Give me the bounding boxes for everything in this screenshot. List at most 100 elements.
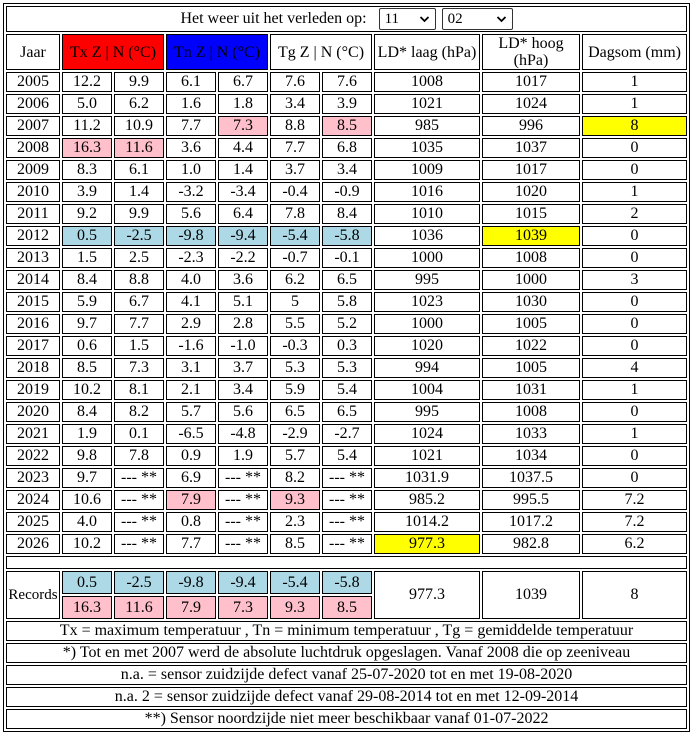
value-cell: 1030 bbox=[482, 292, 580, 312]
value-cell: 1010 bbox=[374, 204, 480, 224]
value-cell: 0 bbox=[582, 248, 688, 268]
record-warm-cell: 8.5 bbox=[322, 596, 372, 619]
year-row: 2026 10.2 --- ** 7.7 --- ** 8.5 --- ** 977.3 982… bbox=[6, 534, 688, 554]
column-header-row: Jaar Tx Z | N (°C) Tn Z | N (°C) Tg Z | … bbox=[6, 34, 688, 70]
value-cell: 0 bbox=[582, 292, 688, 312]
value-cell: 8 bbox=[582, 116, 688, 136]
title-row: Het weer uit het verleden op: 11 02 bbox=[6, 6, 688, 32]
records-label: Records bbox=[6, 571, 60, 619]
year-row: 2005 12.2 9.9 6.1 6.7 7.6 7.6 1008 1017 1 bbox=[6, 72, 688, 92]
value-cell: 995 bbox=[374, 402, 480, 422]
record-cold-cell: -2.5 bbox=[114, 571, 164, 594]
value-cell: 16.3 bbox=[62, 138, 112, 158]
value-cell: -2.7 bbox=[322, 424, 372, 444]
record-cold-cell: -5.4 bbox=[270, 571, 320, 594]
value-cell: 7.9 bbox=[166, 490, 216, 510]
value-cell: 11.6 bbox=[114, 138, 164, 158]
value-cell: 6.5 bbox=[322, 402, 372, 422]
year-row: 2006 5.0 6.2 1.6 1.8 3.4 3.9 1021 1024 1 bbox=[6, 94, 688, 114]
footnote-legend: Tx = maximum temperatuur , Tn = minimum … bbox=[6, 621, 688, 641]
record-ld-laag: 977.3 bbox=[374, 571, 480, 619]
col-header-tn: Tn Z | N (°C) bbox=[166, 34, 268, 70]
value-cell: 8.2 bbox=[114, 402, 164, 422]
record-cold-cell: -9.8 bbox=[166, 571, 216, 594]
year-cell: 2006 bbox=[6, 94, 60, 114]
value-cell: 1.6 bbox=[166, 94, 216, 114]
value-cell: 0 bbox=[582, 402, 688, 422]
day-select[interactable]: 02 bbox=[441, 8, 513, 30]
year-cell: 2025 bbox=[6, 512, 60, 532]
footnote-row: **) Sensor noordzijde niet meer beschikb… bbox=[6, 709, 688, 729]
page-title: Het weer uit het verleden op: bbox=[180, 10, 367, 27]
value-cell: 6.4 bbox=[218, 204, 268, 224]
records-row-warm: 16.3 11.6 7.9 7.3 9.3 8.5 bbox=[6, 596, 687, 619]
col-header-tx: Tx Z | N (°C) bbox=[62, 34, 164, 70]
value-cell: 7.7 bbox=[166, 534, 216, 554]
value-cell: --- ** bbox=[322, 490, 372, 510]
value-cell: 3.9 bbox=[62, 182, 112, 202]
value-cell: --- ** bbox=[218, 512, 268, 532]
value-cell: 1008 bbox=[482, 402, 580, 422]
year-cell: 2015 bbox=[6, 292, 60, 312]
value-cell: 7.3 bbox=[114, 358, 164, 378]
value-cell: --- ** bbox=[218, 534, 268, 554]
year-row: 2016 9.7 7.7 2.9 2.8 5.5 5.2 1000 1005 0 bbox=[6, 314, 688, 334]
value-cell: 7.2 bbox=[582, 512, 688, 532]
value-cell: 1015 bbox=[482, 204, 580, 224]
value-cell: 1008 bbox=[482, 248, 580, 268]
spacer-row bbox=[6, 556, 688, 569]
record-cold-cell: -9.4 bbox=[218, 571, 268, 594]
value-cell: 7.3 bbox=[218, 116, 268, 136]
value-cell: 2.9 bbox=[166, 314, 216, 334]
year-cell: 2007 bbox=[6, 116, 60, 136]
value-cell: 1035 bbox=[374, 138, 480, 158]
value-cell: 1022 bbox=[482, 336, 580, 356]
value-cell: 6.2 bbox=[582, 534, 688, 554]
value-cell: 10.2 bbox=[62, 534, 112, 554]
day-select-wrap: 02 bbox=[441, 8, 513, 30]
footnote-row: *) Tot en met 2007 werd de absolute luch… bbox=[6, 643, 688, 663]
value-cell: 985 bbox=[374, 116, 480, 136]
value-cell: 4 bbox=[582, 358, 688, 378]
value-cell: 5.4 bbox=[322, 380, 372, 400]
year-cell: 2018 bbox=[6, 358, 60, 378]
value-cell: 9.7 bbox=[62, 314, 112, 334]
month-select[interactable]: 11 bbox=[378, 8, 436, 30]
year-cell: 2016 bbox=[6, 314, 60, 334]
col-header-ld-laag: LD* laag (hPa) bbox=[374, 34, 480, 70]
value-cell: 1014.2 bbox=[374, 512, 480, 532]
year-row: 2007 11.2 10.9 7.7 7.3 8.8 8.5 985 996 8 bbox=[6, 116, 688, 136]
value-cell: 0.9 bbox=[166, 446, 216, 466]
value-cell: 1.5 bbox=[62, 248, 112, 268]
value-cell: 8.5 bbox=[270, 534, 320, 554]
value-cell: 5.7 bbox=[166, 402, 216, 422]
footnote-na: n.a. = sensor zuidzijde defect vanaf 25-… bbox=[6, 665, 688, 685]
value-cell: 2.8 bbox=[218, 314, 268, 334]
month-select-wrap: 11 bbox=[378, 8, 436, 30]
record-cold-cell: -5.8 bbox=[322, 571, 372, 594]
value-cell: --- ** bbox=[322, 534, 372, 554]
value-cell: 5.6 bbox=[166, 204, 216, 224]
value-cell: 1 bbox=[582, 94, 688, 114]
value-cell: 3.9 bbox=[322, 94, 372, 114]
value-cell: 10.6 bbox=[62, 490, 112, 510]
year-row: 2022 9.8 7.8 0.9 1.9 5.7 5.4 1021 1034 0 bbox=[6, 446, 688, 466]
value-cell: 1017 bbox=[482, 72, 580, 92]
value-cell: --- ** bbox=[114, 490, 164, 510]
spacer-cell bbox=[6, 556, 688, 569]
value-cell: 1017 bbox=[482, 160, 580, 180]
value-cell: -0.3 bbox=[270, 336, 320, 356]
value-cell: 6.5 bbox=[270, 402, 320, 422]
value-cell: 9.9 bbox=[114, 204, 164, 224]
value-cell: --- ** bbox=[218, 490, 268, 510]
year-row: 2015 5.9 6.7 4.1 5.1 5 5.8 1023 1030 0 bbox=[6, 292, 688, 312]
value-cell: 12.2 bbox=[62, 72, 112, 92]
value-cell: --- ** bbox=[218, 468, 268, 488]
value-cell: 1000 bbox=[482, 270, 580, 290]
value-cell: --- ** bbox=[322, 512, 372, 532]
value-cell: 5.5 bbox=[270, 314, 320, 334]
year-row: 2009 8.3 6.1 1.0 1.4 3.7 3.4 1009 1017 0 bbox=[6, 160, 688, 180]
value-cell: 1023 bbox=[374, 292, 480, 312]
value-cell: 7.8 bbox=[114, 446, 164, 466]
value-cell: 1031.9 bbox=[374, 468, 480, 488]
